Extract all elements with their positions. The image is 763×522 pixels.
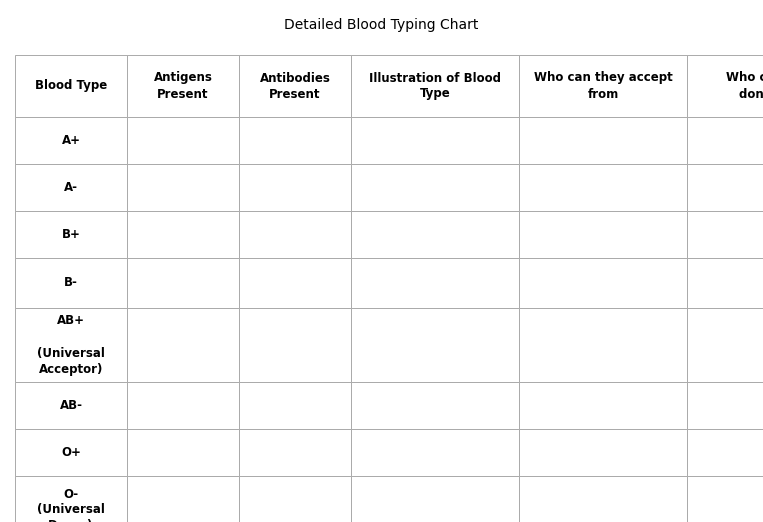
Bar — [519, 117, 687, 164]
Bar — [687, 382, 763, 429]
Bar — [15, 117, 127, 164]
Bar — [519, 429, 687, 476]
Bar — [239, 258, 351, 308]
Bar — [351, 476, 519, 522]
Bar — [239, 117, 351, 164]
Bar — [687, 258, 763, 308]
Bar — [127, 476, 239, 522]
Text: AB-: AB- — [60, 399, 82, 412]
Bar — [351, 117, 519, 164]
Bar — [351, 308, 519, 382]
Bar — [519, 258, 687, 308]
Text: B+: B+ — [62, 228, 80, 241]
Bar — [239, 476, 351, 522]
Bar — [127, 258, 239, 308]
Text: Antibodies
Present: Antibodies Present — [259, 72, 330, 101]
Bar — [351, 55, 519, 117]
Text: A-: A- — [64, 181, 78, 194]
Text: A+: A+ — [62, 134, 81, 147]
Bar — [351, 164, 519, 211]
Bar — [15, 211, 127, 258]
Bar — [687, 308, 763, 382]
Bar — [519, 308, 687, 382]
Text: Antigens
Present: Antigens Present — [153, 72, 212, 101]
Bar — [687, 164, 763, 211]
Text: Illustration of Blood
Type: Illustration of Blood Type — [369, 72, 501, 101]
Text: AB+

(Universal
Acceptor): AB+ (Universal Acceptor) — [37, 314, 105, 375]
Bar — [15, 55, 127, 117]
Bar — [239, 211, 351, 258]
Bar — [351, 211, 519, 258]
Bar — [127, 55, 239, 117]
Bar — [15, 258, 127, 308]
Bar — [239, 382, 351, 429]
Bar — [127, 308, 239, 382]
Bar — [127, 429, 239, 476]
Bar — [239, 55, 351, 117]
Bar — [351, 382, 519, 429]
Bar — [239, 308, 351, 382]
Text: Who can they accept
from: Who can they accept from — [533, 72, 672, 101]
Bar — [519, 382, 687, 429]
Text: O-
(Universal
Donor): O- (Universal Donor) — [37, 488, 105, 522]
Text: Detailed Blood Typing Chart: Detailed Blood Typing Chart — [285, 18, 478, 32]
Bar — [127, 382, 239, 429]
Bar — [687, 476, 763, 522]
Bar — [239, 164, 351, 211]
Text: Blood Type: Blood Type — [35, 79, 107, 92]
Bar — [15, 164, 127, 211]
Bar — [15, 382, 127, 429]
Bar — [127, 164, 239, 211]
Bar — [127, 211, 239, 258]
Bar — [351, 429, 519, 476]
Bar — [15, 308, 127, 382]
Bar — [687, 429, 763, 476]
Bar — [687, 211, 763, 258]
Bar — [127, 117, 239, 164]
Text: Who can they
donate to: Who can they donate to — [726, 72, 763, 101]
Bar — [351, 258, 519, 308]
Bar — [15, 429, 127, 476]
Text: B-: B- — [64, 277, 78, 290]
Bar — [687, 55, 763, 117]
Bar — [687, 117, 763, 164]
Bar — [519, 55, 687, 117]
Bar — [239, 429, 351, 476]
Bar — [519, 164, 687, 211]
Bar — [15, 476, 127, 522]
Bar — [519, 211, 687, 258]
Bar — [519, 476, 687, 522]
Text: O+: O+ — [61, 446, 81, 459]
